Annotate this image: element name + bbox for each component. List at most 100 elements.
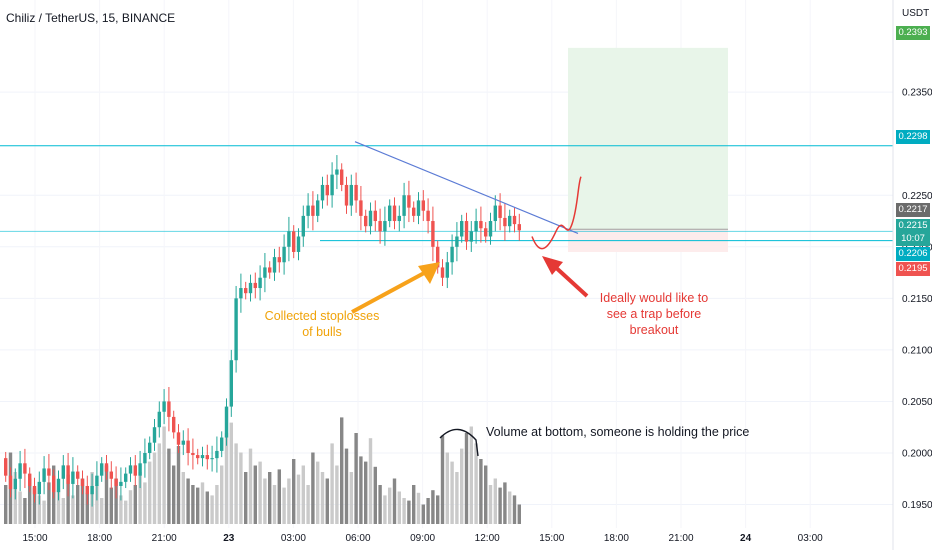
volume-bar-51 [248,448,253,524]
volume-bar-6 [32,487,37,524]
candle-94 [455,236,459,247]
volume-bar-86 [416,492,421,524]
candle-98 [474,221,478,232]
candle-83 [402,195,406,216]
x-tick-label-11: 24 [740,533,752,544]
x-tick-label-9: 18:00 [604,533,629,544]
candle-26 [128,465,133,474]
candle-75 [364,215,368,227]
candle-66 [320,184,325,201]
candle-0 [4,458,8,476]
candle-64 [311,205,315,216]
candle-31 [152,427,157,443]
volume-bar-42 [205,491,209,524]
candle-80 [388,205,392,222]
candle-7 [37,481,41,495]
candle-69 [335,169,339,175]
candle-88 [426,210,430,222]
candle-27 [133,465,137,476]
candle-48 [234,298,238,361]
volume-bar-95 [460,448,464,524]
volume-bar-102 [493,478,497,524]
candle-35 [172,416,176,433]
volume-bar-69 [335,465,339,524]
volume-bar-37 [181,472,185,524]
x-axis: 15:00 18:00 21:00 23 03:00 06:00 09:00 12:00 15:… [22,533,823,544]
volume-bar-30 [148,461,152,524]
volume-bar-7 [37,495,41,524]
candle-9 [47,468,51,476]
volume-bar-44 [215,485,219,524]
volume-bar-23 [114,478,118,524]
volume-bar-55 [268,472,272,524]
volume-bar-39 [191,485,195,524]
volume-bar-20 [100,498,104,524]
volume-bar-84 [407,500,411,524]
candle-54 [263,267,267,278]
candle-5 [28,473,32,486]
tag-countdown: 10:07 [896,232,930,246]
volume-bar-77 [373,466,377,524]
candle-13 [66,465,70,484]
candle-58 [282,246,286,263]
candle-86 [416,200,421,216]
candle-92 [445,262,449,278]
volume-bar-9 [47,482,51,524]
candle-71 [344,184,349,206]
volume-bar-59 [287,478,291,524]
volume-bar-57 [277,469,281,524]
candle-28 [138,463,142,476]
candle-91 [440,267,445,278]
volume-bar-71 [344,448,349,524]
y-tick-label-7: 0.2350 [902,88,932,99]
volume-bar-43 [210,495,214,524]
volume-bar-104 [503,482,507,524]
volume-bar-5 [28,478,32,524]
candle-41 [200,455,205,459]
candle-82 [397,215,401,222]
volume-bar-103 [498,487,502,524]
volume-bar-4 [23,498,27,524]
candle-97 [469,231,473,242]
volume-bar-78 [378,485,382,524]
candle-21 [104,463,109,472]
volume-bar-74 [359,456,363,524]
candle-39 [191,452,195,456]
candles [4,155,521,507]
candle-59 [287,231,291,247]
candle-19 [95,475,99,486]
candle-42 [205,455,209,460]
volume-bar-29 [143,482,147,524]
candle-67 [325,184,329,196]
candle-29 [143,452,147,464]
volume-bar-82 [397,491,401,524]
volume-bar-12 [61,498,65,524]
candle-20 [100,463,104,476]
volume-bar-94 [455,472,459,524]
tag-resistance: 0.2298 [896,130,930,144]
candle-72 [349,184,353,206]
candle-99 [479,221,483,229]
x-tick-label-1: 18:00 [87,533,112,544]
volume-bar-27 [133,485,137,524]
candle-37 [181,440,185,445]
volume-bar-33 [162,426,166,524]
candle-18 [90,485,94,495]
candle-96 [464,221,469,242]
volume-bar-73 [354,433,358,524]
orange-arrow-shaft [351,270,427,314]
candle-40 [196,455,200,459]
candle-84 [407,195,411,208]
volume-bar-65 [316,461,320,524]
candle-17 [85,485,89,495]
volume-bar-75 [364,461,368,524]
volume-bar-72 [349,472,353,524]
volume-bar-56 [272,485,277,524]
projected-path [531,176,582,250]
candle-34 [167,401,171,417]
volume-bar-15 [76,485,80,524]
volume-bar-46 [224,433,229,524]
x-tick-label-0: 15:00 [22,533,47,544]
volume-bar-41 [200,482,205,524]
